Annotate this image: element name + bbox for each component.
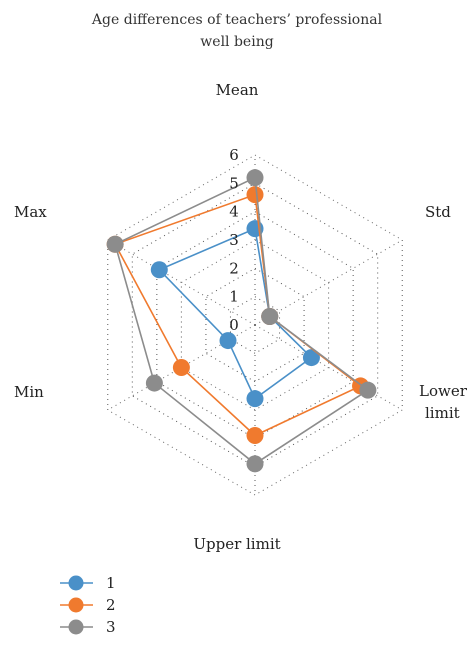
data-point-series-1-3 [302,349,320,367]
chart-title-line-2: well being [200,34,273,50]
tick-label-3: 3 [229,231,239,249]
tick-label-5: 5 [229,174,239,192]
legend-label-3: 3 [106,618,116,636]
tick-label-0: 0 [229,316,239,334]
axis-label-std: Std [425,203,451,221]
axis-label-max: Max [14,203,47,221]
tick-label-6: 6 [229,146,239,164]
chart-title: Age differences of teachers’ professiona… [91,12,383,50]
data-point-series-3-6 [106,235,124,253]
legend-marker-3 [68,619,84,635]
tick-label-1: 1 [229,288,239,306]
radial-tick-labels: 0 1 2 3 4 5 6 [229,146,239,334]
grid-ring-2 [205,267,305,383]
data-point-series-3-1 [246,169,264,187]
spoke-3 [254,324,403,411]
tick-label-4: 4 [229,203,239,221]
legend-entry-1: 1 [60,574,116,592]
axis-label-min: Min [14,383,44,401]
data-point-series-1-5 [219,332,237,350]
data-point-series-3-3 [359,381,377,399]
data-point-series-2-5 [172,359,190,376]
legend-marker-1 [68,575,84,591]
axis-label-lower-limit-line-2: limit [425,404,460,422]
data-point-series-1-6 [150,261,168,279]
data-point-series-3-5 [145,374,163,392]
data-point-series-2-1 [246,186,264,204]
spoke-6 [107,239,256,326]
legend-label-1: 1 [106,574,116,592]
axis-label-upper-limit: Upper limit [193,535,280,553]
data-point-series-3-2 [261,308,279,325]
series-line-3 [114,176,370,465]
legend-marker-2 [68,597,84,613]
data-point-series-2-4 [246,427,264,444]
chart-title-line-1: Age differences of teachers’ professiona… [91,12,383,28]
axis-label-lower-limit-line-1: Lower [419,382,468,400]
data-point-series-3-4 [246,455,264,473]
data-point-series-1-4 [246,390,264,408]
grid-ring-1 [229,296,281,354]
legend: 1 2 3 [60,574,116,636]
spoke-2 [254,239,403,326]
axis-labels: Mean Std Lower limit Upper limit Min Max [14,81,468,553]
series-group [106,169,377,473]
legend-label-2: 2 [106,596,116,614]
axis-label-mean: Mean [216,81,259,99]
tick-label-2: 2 [229,259,239,277]
legend-entry-2: 2 [60,596,116,614]
legend-entry-3: 3 [60,618,116,636]
series-3 [106,169,377,473]
